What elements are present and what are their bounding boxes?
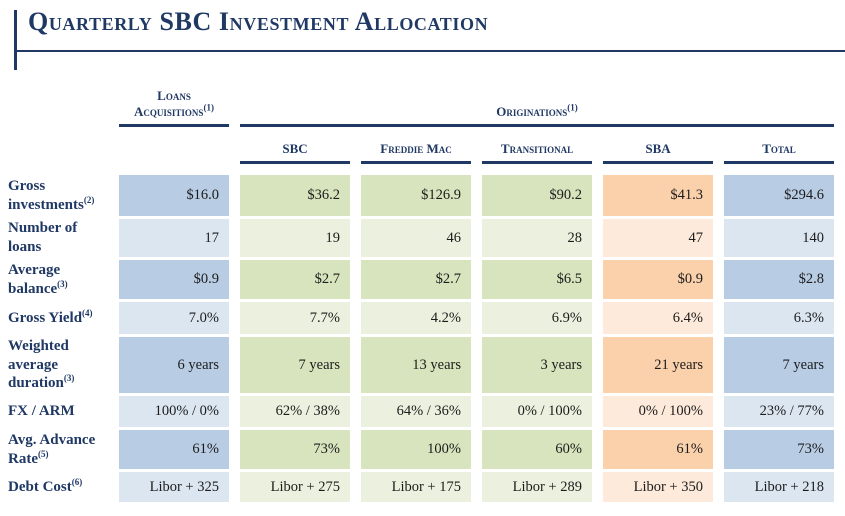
- group-header-label: Loans Acquisitions: [134, 88, 204, 119]
- row-label-text: Number of loans: [8, 220, 78, 255]
- table-cell: 28: [482, 219, 592, 257]
- table-cell: $126.9: [361, 175, 471, 216]
- table-cell: $90.2: [482, 175, 592, 216]
- table-cell: $294.6: [724, 175, 834, 216]
- row-label-weighted-average-duration: Weighted average duration(3): [8, 337, 108, 393]
- table-cell: 7.7%: [240, 302, 350, 334]
- table-cell: 0% / 100%: [482, 396, 592, 427]
- table-cell: 21 years: [603, 337, 713, 393]
- column-header-freddie-mac: Freddie Mac: [361, 127, 471, 164]
- page-header: Quarterly SBC Investment Allocation: [0, 0, 845, 72]
- table-cell: $2.7: [361, 260, 471, 299]
- table-cell: 6.3%: [724, 302, 834, 334]
- table-cell: 23% / 77%: [724, 396, 834, 427]
- title-accent-bar: [14, 10, 17, 70]
- table-cell: 73%: [240, 430, 350, 469]
- title-divider: [15, 50, 845, 52]
- table-cell: $6.5: [482, 260, 592, 299]
- table-cell: 100% / 0%: [119, 396, 229, 427]
- table-column-header-row: SBC Freddie Mac Transitional SBA Total: [8, 127, 845, 164]
- row-label-fx-arm: FX / ARM: [8, 396, 108, 427]
- table-cell: $0.9: [119, 260, 229, 299]
- row-label-text: FX / ARM: [8, 403, 75, 420]
- row-label-avg-advance-rate: Avg. Advance Rate(5): [8, 430, 108, 469]
- table-cell: 61%: [603, 430, 713, 469]
- footnote-marker: (3): [57, 278, 68, 289]
- column-header-total: Total: [724, 127, 834, 164]
- row-label-text: Gross investments: [8, 177, 84, 213]
- table-cell: 64% / 36%: [361, 396, 471, 427]
- table-cell: 47: [603, 219, 713, 257]
- table-cell: 6 years: [119, 337, 229, 393]
- table-cell: Libor + 289: [482, 472, 592, 502]
- table-cell: 100%: [361, 430, 471, 469]
- table-cell: 73%: [724, 430, 834, 469]
- footnote-marker: (5): [38, 448, 49, 459]
- group-header-label: Originations: [496, 103, 568, 119]
- table-group-header-row: Loans Acquisitions(1) Originations(1): [8, 85, 845, 127]
- row-label-number-of-loans: Number of loans: [8, 219, 108, 257]
- table-cell: $16.0: [119, 175, 229, 216]
- table-cell: 13 years: [361, 337, 471, 393]
- column-header-transitional: Transitional: [482, 127, 592, 164]
- column-header-sba: SBA: [603, 127, 713, 164]
- table-cell: 3 years: [482, 337, 592, 393]
- table-cell: 60%: [482, 430, 592, 469]
- row-label-text: Average balance: [8, 261, 61, 297]
- table-cell: 6.4%: [603, 302, 713, 334]
- table-cell: 62% / 38%: [240, 396, 350, 427]
- table-cell: 7 years: [724, 337, 834, 393]
- table-cell: 19: [240, 219, 350, 257]
- footnote-marker: (3): [63, 373, 75, 384]
- page-title: Quarterly SBC Investment Allocation: [28, 7, 489, 36]
- row-label-average-balance: Average balance(3): [8, 260, 108, 299]
- footnote-marker: (2): [83, 194, 95, 205]
- table-cell: Libor + 350: [603, 472, 713, 502]
- table-cell: 6.9%: [482, 302, 592, 334]
- table-cell: Libor + 325: [119, 472, 229, 502]
- footnote-marker: (1): [567, 102, 578, 113]
- table-cell: 0% / 100%: [603, 396, 713, 427]
- table-cell: Libor + 275: [240, 472, 350, 502]
- table-cell: 46: [361, 219, 471, 257]
- table-cell: $2.8: [724, 260, 834, 299]
- row-label-text: Avg. Advance Rate: [8, 431, 96, 467]
- table-cell: $41.3: [603, 175, 713, 216]
- table-cell: 4.2%: [361, 302, 471, 334]
- row-label-gross-yield: Gross Yield(4): [8, 302, 108, 334]
- table-cell: 7.0%: [119, 302, 229, 334]
- row-label-text: Gross Yield: [8, 309, 83, 326]
- row-label-debt-cost: Debt Cost(6): [8, 472, 108, 502]
- table-body: Gross investments(2) $16.0 $36.2 $126.9 …: [8, 175, 845, 502]
- row-label-text: Debt Cost: [8, 478, 72, 495]
- table-cell: 7 years: [240, 337, 350, 393]
- group-header-originations: Originations(1): [240, 85, 834, 127]
- table-cell: $0.9: [603, 260, 713, 299]
- table-cell: $2.7: [240, 260, 350, 299]
- footnote-marker: (6): [71, 476, 83, 487]
- footnote-marker: (4): [82, 307, 93, 318]
- table-cell: 61%: [119, 430, 229, 469]
- footnote-marker: (1): [203, 102, 214, 113]
- table-cell: $36.2: [240, 175, 350, 216]
- row-label-text: Weighted average duration: [8, 337, 69, 392]
- row-label-gross-investments: Gross investments(2): [8, 175, 108, 216]
- group-header-loans-acquisitions: Loans Acquisitions(1): [119, 85, 229, 127]
- table-cell: 17: [119, 219, 229, 257]
- table-cell: 140: [724, 219, 834, 257]
- column-header-sbc: SBC: [240, 127, 350, 164]
- table-cell: Libor + 175: [361, 472, 471, 502]
- table-cell: Libor + 218: [724, 472, 834, 502]
